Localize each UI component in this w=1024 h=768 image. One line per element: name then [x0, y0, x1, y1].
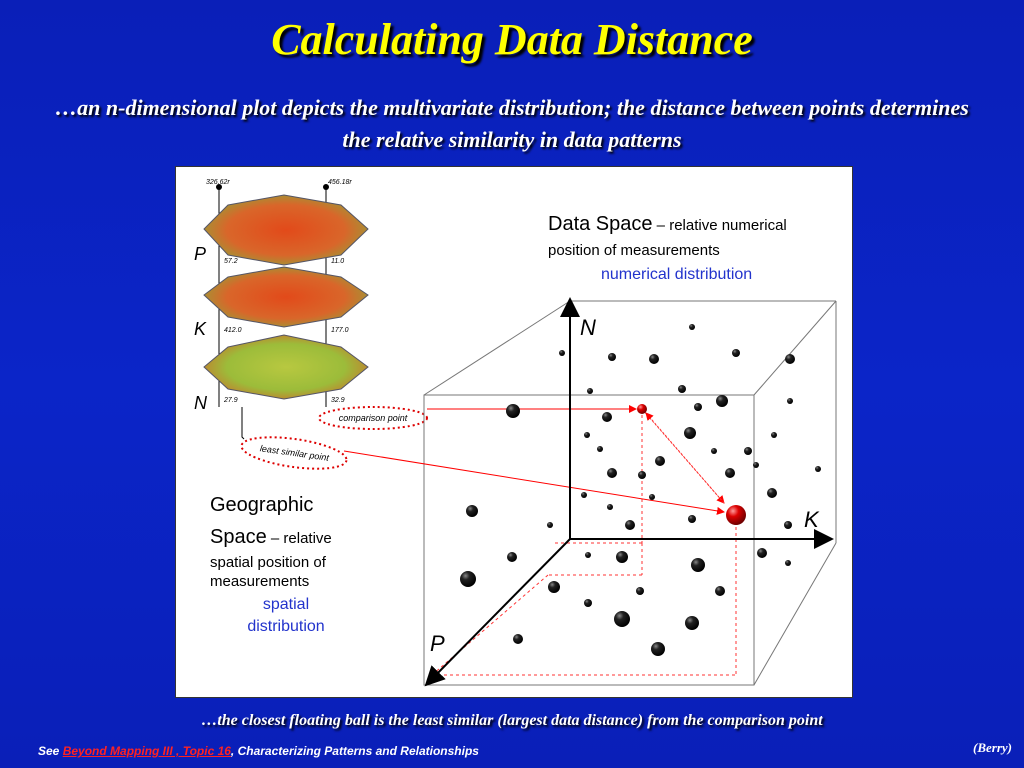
data-point [655, 456, 665, 466]
geo-heading-1: Geographic [210, 494, 313, 516]
value-k-left-bottom: 412.0 [224, 327, 242, 334]
data-point [767, 488, 777, 498]
data-point [711, 448, 717, 454]
data-point [787, 398, 793, 404]
spatial-label-2: distribution [247, 618, 324, 635]
geo-heading-2: Space [210, 526, 267, 548]
data-point [688, 515, 696, 523]
geo-heading-line: Space – relative [210, 526, 332, 548]
data-point [460, 571, 476, 587]
comparison-point-ellipse [318, 406, 428, 430]
data-point [757, 548, 767, 558]
map-layer-stack: 326.62r 456.18r 57.2 11.0 412.0 177.0 27… [194, 179, 369, 413]
data-point [607, 468, 617, 478]
slide-caption: …the closest floating ball is the least … [201, 712, 823, 729]
data-space-heading: Data Space [548, 213, 653, 235]
geo-desc-1: – relative [267, 530, 332, 547]
least-similar-point-ball [726, 505, 746, 525]
map-layer-k [203, 266, 369, 328]
value-p-left-top: 326.62r [206, 179, 230, 186]
data-point [625, 520, 635, 530]
beyond-mapping-link[interactable]: Beyond Mapping III , Topic 16 [62, 744, 231, 758]
map-layer-p [203, 194, 369, 266]
data-point [587, 388, 593, 394]
least-similar-leader [241, 407, 245, 440]
data-point [507, 552, 517, 562]
value-n-right-bottom: 32.9 [331, 397, 345, 404]
value-k-right-bottom: 177.0 [331, 327, 349, 334]
data-point [691, 558, 705, 572]
data-point [744, 447, 752, 455]
spatial-label-1: spatial [263, 596, 309, 613]
data-point [715, 586, 725, 596]
data-point [584, 432, 590, 438]
data-space-diagram: 326.62r 456.18r 57.2 11.0 412.0 177.0 27… [194, 179, 837, 687]
least-similar-connector [343, 450, 725, 515]
data-point [694, 403, 702, 411]
data-point [585, 552, 591, 558]
value-n-left-bottom: 27.9 [223, 397, 238, 404]
data-point [548, 581, 560, 593]
layer-label-p: P [194, 244, 206, 264]
data-point [689, 324, 695, 330]
data-point [513, 634, 523, 644]
data-space-desc-1: – relative numerical [653, 217, 787, 234]
data-point [785, 560, 791, 566]
data-point [725, 468, 735, 478]
data-point [815, 466, 821, 472]
slide-title: Calculating Data Distance [271, 15, 753, 64]
author-credit: (Berry) [973, 740, 1012, 755]
data-point [678, 385, 686, 393]
data-point [651, 642, 665, 656]
value-p-right-bottom: 11.0 [331, 258, 344, 265]
data-point [614, 611, 630, 627]
data-point [785, 354, 795, 364]
data-space-desc-2: position of measurements [548, 242, 720, 259]
data-point [584, 599, 592, 607]
data-space-axes [424, 297, 834, 687]
axis-label-n: N [580, 315, 596, 340]
projection-lines [431, 408, 737, 676]
footer: See Beyond Mapping III , Topic 16, Chara… [38, 744, 479, 758]
data-point [636, 587, 644, 595]
data-point [581, 492, 587, 498]
slide-subtitle: …an n-dimensional plot depicts the multi… [55, 95, 969, 152]
data-point [685, 616, 699, 630]
data-point [547, 522, 553, 528]
data-point [732, 349, 740, 357]
value-p-right-top: 456.18r [328, 179, 352, 186]
data-point [506, 404, 520, 418]
diagram-panel: 326.62r 456.18r 57.2 11.0 412.0 177.0 27… [175, 166, 853, 698]
data-point [616, 551, 628, 563]
data-point [466, 505, 478, 517]
data-point [684, 427, 696, 439]
data-point [716, 395, 728, 407]
layer-label-n: N [194, 393, 208, 413]
data-point [649, 494, 655, 500]
data-point [597, 446, 603, 452]
geo-desc-2: spatial position of [210, 554, 327, 571]
value-p-left-bottom: 57.2 [224, 258, 238, 265]
numerical-distribution-label: numerical distribution [601, 266, 752, 283]
data-point [559, 350, 565, 356]
data-point [638, 471, 646, 479]
data-space-title-line: Data Space – relative numerical [548, 213, 787, 235]
data-point [753, 462, 759, 468]
axis-label-k: K [804, 507, 820, 532]
data-points [460, 324, 821, 656]
data-point [649, 354, 659, 364]
data-point [784, 521, 792, 529]
data-point [771, 432, 777, 438]
map-layer-n [203, 334, 369, 400]
geo-desc-3: measurements [210, 573, 309, 590]
footer-suffix: , Characterizing Patterns and Relationsh… [230, 744, 479, 758]
footer-prefix: See [38, 744, 63, 758]
layer-label-k: K [194, 319, 207, 339]
data-point [602, 412, 612, 422]
comparison-point-ball [637, 404, 647, 414]
data-point [608, 353, 616, 361]
axis-label-p: P [430, 631, 445, 656]
data-point [607, 504, 613, 510]
comparison-point-label: comparison point [339, 413, 408, 423]
